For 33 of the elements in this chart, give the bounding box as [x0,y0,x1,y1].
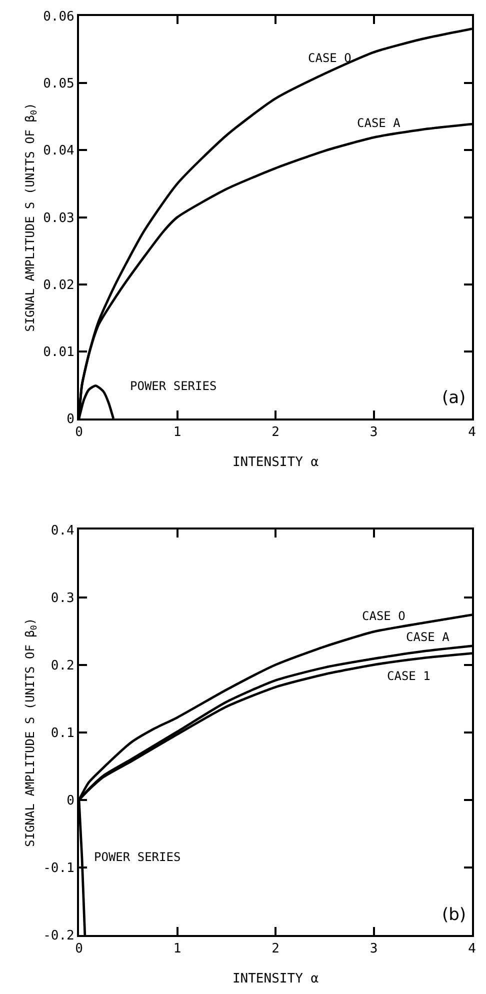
x-tick-label: 4 [468,942,476,957]
annotation: (b) [442,905,466,925]
x-tick-label: 2 [272,425,280,440]
y-tick-label: 0.04 [43,144,75,159]
series-label: CASE A [357,116,402,130]
x-axis-title: INTENSITY α [232,972,319,987]
y-tick-label: 0.03 [43,210,74,226]
y-tick-label: -0.2 [43,928,74,944]
y-tick-label: -0.1 [43,861,74,876]
y-tick-label: 0.4 [50,523,75,538]
series-label: CASE 1 [387,669,430,683]
x-axis-title: INTENSITY α [232,455,319,470]
x-tick-label: 1 [173,942,182,957]
y-tick-label: 0.2 [50,658,74,674]
y-tick-label: 0.06 [43,10,74,25]
x-tick-label: 3 [370,425,378,440]
y-tick-label: 0.02 [43,278,74,293]
y-tick-label: 0.05 [43,76,74,92]
x-tick-label: 2 [272,942,280,957]
x-tick-label: 1 [173,425,182,440]
y-tick-label: 0.1 [50,726,74,741]
series-label: POWER SERIES [130,379,217,393]
y-tick-label: 0.01 [43,344,74,360]
x-tick-label: 3 [370,942,378,957]
y-tick-label: 0.3 [50,590,74,606]
y-tick-label: 0 [66,793,74,808]
series-label: POWER SERIES [94,850,181,864]
y-tick-label: 0 [66,412,74,428]
annotation: (a) [442,388,466,408]
series-label: CASE O [308,51,352,65]
series-label: CASE A [406,630,450,644]
x-tick-label: 4 [468,425,476,440]
series-label: CASE O [362,609,406,623]
